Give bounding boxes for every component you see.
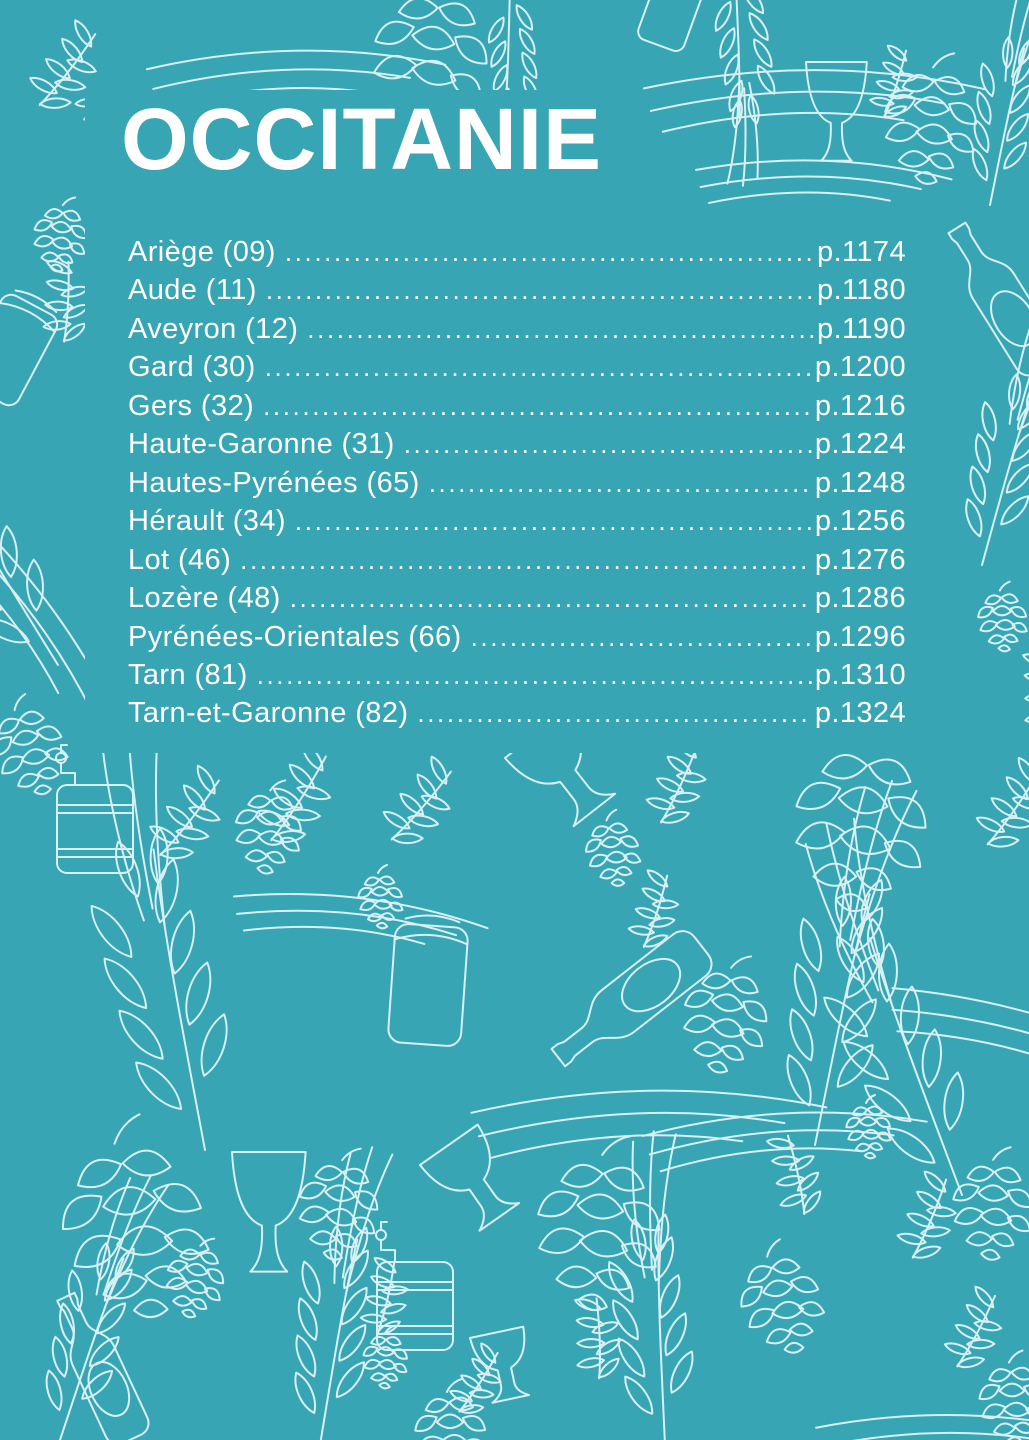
toc-entry: Tarn (81)...............................… bbox=[128, 656, 906, 694]
toc-entry: Haute-Garonne (31)......................… bbox=[128, 425, 906, 463]
toc-entry-label: Hautes-Pyrénées (65) bbox=[128, 466, 420, 499]
toc-entry-page: p.1296 bbox=[814, 620, 906, 653]
dot-leader: ........................................… bbox=[264, 352, 812, 383]
toc-entry-label: Aude (11) bbox=[128, 274, 257, 307]
toc-entry-label: Pyrénées-Orientales (66) bbox=[128, 620, 462, 653]
toc-entry-label: Gers (32) bbox=[128, 389, 255, 422]
toc-entry-page: p.1174 bbox=[817, 236, 906, 268]
toc-entry: Aude (11)...............................… bbox=[128, 271, 906, 309]
toc-entry-label: Tarn-et-Garonne (82) bbox=[128, 697, 409, 730]
toc-entry-label: Hérault (34) bbox=[128, 505, 286, 538]
page-title: OCCITANIE bbox=[121, 91, 603, 188]
toc-entry-page: p.1216 bbox=[814, 389, 906, 422]
toc-entry-label: Ariège (09) bbox=[128, 236, 276, 268]
dot-leader: ........................................… bbox=[470, 621, 812, 652]
toc-entry: Hautes-Pyrénées (65)....................… bbox=[128, 464, 906, 502]
dot-leader: ........................................… bbox=[284, 237, 814, 267]
toc-entry-label: Lot (46) bbox=[128, 543, 232, 576]
toc-entry-page: p.1286 bbox=[814, 582, 906, 615]
dot-leader: ........................................… bbox=[307, 313, 814, 344]
dot-leader: ........................................… bbox=[289, 583, 812, 614]
toc-backdrop-panel bbox=[85, 210, 945, 753]
toc-entry: Aveyron (12)............................… bbox=[128, 310, 906, 348]
toc-entry: Hérault (34)............................… bbox=[128, 502, 906, 540]
title-backdrop-panel bbox=[85, 90, 641, 211]
toc-entry-label: Gard (30) bbox=[128, 351, 256, 384]
toc-entry: Gard (30)...............................… bbox=[128, 348, 906, 386]
dot-leader: ........................................… bbox=[417, 698, 811, 729]
toc-entry: Tarn-et-Garonne (82)....................… bbox=[128, 694, 906, 732]
toc-entry-label: Lozère (48) bbox=[128, 582, 281, 615]
toc-entry-label: Haute-Garonne (31) bbox=[128, 428, 395, 461]
toc-entry-page: p.1248 bbox=[814, 466, 906, 499]
table-of-contents: Ariège (09).............................… bbox=[128, 233, 906, 733]
toc-entry-page: p.1224 bbox=[814, 428, 906, 461]
dot-leader: ........................................… bbox=[263, 390, 812, 421]
dot-leader: ........................................… bbox=[265, 275, 815, 306]
toc-entry: Lot (46)................................… bbox=[128, 541, 906, 579]
toc-entry-label: Tarn (81) bbox=[128, 658, 248, 691]
toc-entry-page: p.1310 bbox=[814, 658, 906, 691]
toc-entry: Pyrénées-Orientales (66)................… bbox=[128, 618, 906, 656]
dot-leader: ........................................… bbox=[240, 544, 812, 575]
dot-leader: ........................................… bbox=[403, 429, 812, 460]
toc-entry: Gers (32)...............................… bbox=[128, 387, 906, 425]
toc-entry-label: Aveyron (12) bbox=[128, 312, 299, 345]
toc-entry: Ariège (09).............................… bbox=[128, 233, 906, 271]
dot-leader: ........................................… bbox=[256, 659, 812, 690]
toc-entry-page: p.1190 bbox=[817, 312, 906, 345]
toc-entry-page: p.1180 bbox=[817, 274, 906, 307]
toc-entry-page: p.1324 bbox=[814, 697, 906, 730]
toc-entry-page: p.1256 bbox=[814, 505, 906, 538]
toc-entry: Lozère (48).............................… bbox=[128, 579, 906, 617]
toc-entry-page: p.1200 bbox=[814, 351, 906, 384]
toc-entry-page: p.1276 bbox=[814, 543, 906, 576]
dot-leader: ........................................… bbox=[428, 467, 812, 498]
dot-leader: ........................................… bbox=[294, 506, 812, 537]
